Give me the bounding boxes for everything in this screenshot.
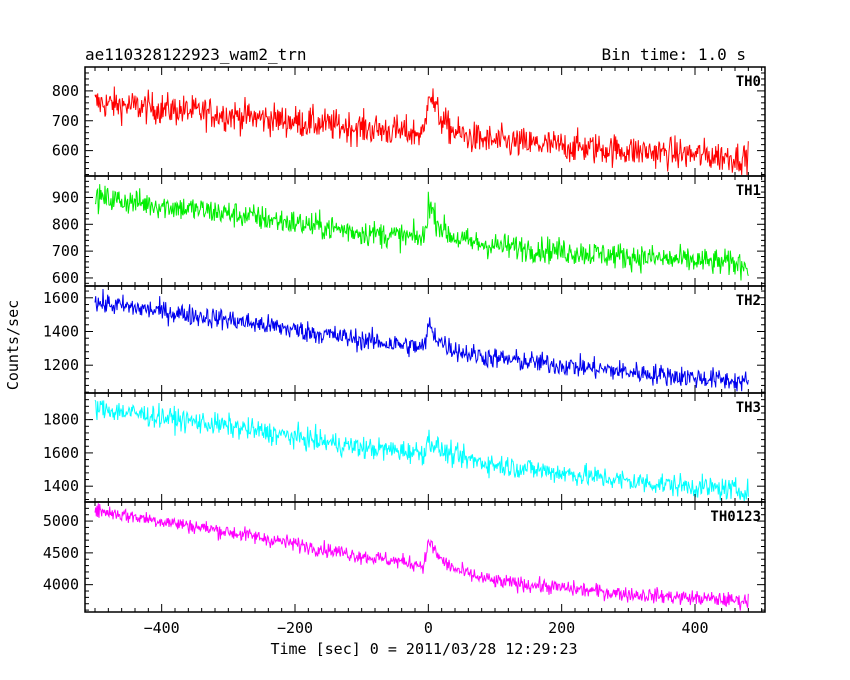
panel-label: TH3 xyxy=(736,400,761,416)
y-tick-label: 1600 xyxy=(43,444,79,462)
y-tick-label: 1200 xyxy=(43,356,79,374)
y-axis-label: Counts/sec xyxy=(4,300,22,390)
panel-label: TH1 xyxy=(736,183,761,199)
y-tick-label: 800 xyxy=(52,82,79,100)
y-tick-label: 4500 xyxy=(43,544,79,562)
panel-th0: 600 700 800 TH0 xyxy=(52,66,766,177)
panel-frame xyxy=(84,501,766,613)
y-tick-label: 1400 xyxy=(43,477,79,495)
panel-th3: 1400 1600 1800 TH3 xyxy=(43,392,766,503)
series-th0 xyxy=(94,86,749,176)
panel-label: TH2 xyxy=(736,293,761,309)
series-th3 xyxy=(94,399,749,502)
x-axis-ticks: −400 −200 0 200 400 xyxy=(144,619,709,637)
x-tick-label: −200 xyxy=(277,619,313,637)
y-tick-label: 1600 xyxy=(43,289,79,307)
y-tick-label: 600 xyxy=(52,142,79,160)
x-tick-label: −400 xyxy=(144,619,180,637)
y-tick-label: 900 xyxy=(52,188,79,206)
chart-title-left: ae110328122923_wam2_trn xyxy=(85,45,307,64)
y-tick-label: 1800 xyxy=(43,411,79,429)
y-tick-label: 1400 xyxy=(43,322,79,340)
panel-th2: 1200 1400 1600 TH2 xyxy=(43,285,766,394)
panel-th1: 600 700 800 900 TH1 xyxy=(52,175,766,287)
x-tick-label: 400 xyxy=(681,619,708,637)
series-th2 xyxy=(94,288,749,392)
x-axis-label: Time [sec] 0 = 2011/03/28 12:29:23 xyxy=(270,640,577,658)
bin-time-label: Bin time: 1.0 s xyxy=(601,45,747,64)
y-tick-label: 700 xyxy=(52,112,79,130)
y-tick-label: 800 xyxy=(52,215,79,233)
x-tick-label: 200 xyxy=(548,619,575,637)
y-tick-label: 4000 xyxy=(43,576,79,594)
y-tick-label: 600 xyxy=(52,269,79,287)
panel-label: TH0123 xyxy=(710,509,761,525)
panel-label: TH0 xyxy=(736,74,761,90)
chart-panels: 600 700 800 TH0 600 700 800 900 TH1 1200 1400 1600 T… xyxy=(43,66,766,613)
x-tick-label: 0 xyxy=(424,619,433,637)
y-tick-label: 5000 xyxy=(43,512,79,530)
series-th0123 xyxy=(94,503,749,611)
panel-th0123: 4000 4500 5000 TH0123 xyxy=(43,501,766,613)
series-th1 xyxy=(94,184,749,281)
y-tick-label: 700 xyxy=(52,242,79,260)
